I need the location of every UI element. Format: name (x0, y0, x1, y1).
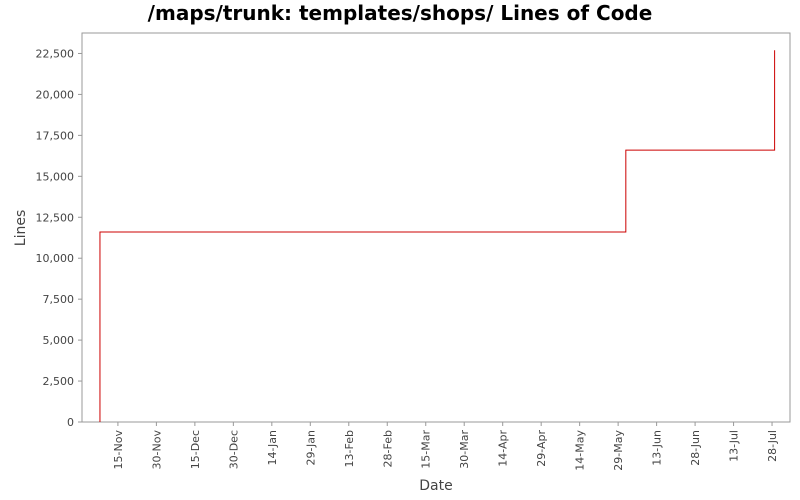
x-tick-label: 30-Nov (150, 430, 163, 470)
y-tick-label: 10,000 (36, 252, 75, 265)
y-tick-label: 20,000 (36, 88, 75, 101)
x-axis-label: Date (419, 478, 452, 494)
y-axis-label: Lines (13, 210, 29, 246)
y-tick-label: 7,500 (43, 293, 75, 306)
x-tick-label: 30-Dec (227, 430, 240, 469)
y-tick-label: 5,000 (43, 334, 75, 347)
chart-title: /maps/trunk: templates/shops/ Lines of C… (148, 1, 653, 25)
x-tick-label: 28-Jul (766, 430, 779, 462)
x-tick-label: 29-Jan (304, 430, 317, 466)
y-tick-label: 2,500 (43, 375, 75, 388)
x-tick-label: 14-May (574, 430, 587, 471)
x-tick-label: 30-Mar (458, 430, 471, 469)
y-tick-label: 12,500 (36, 211, 75, 224)
x-tick-label: 14-Jan (266, 430, 279, 466)
x-tick-label: 14-Apr (497, 430, 510, 467)
y-tick-label: 17,500 (36, 129, 75, 142)
x-tick-label: 13-Jul (728, 430, 741, 462)
x-tick-label: 15-Mar (420, 430, 433, 469)
y-tick-label: 15,000 (36, 170, 75, 183)
data-line (99, 50, 776, 422)
x-tick-label: 29-Apr (535, 430, 548, 467)
x-tick-label: 15-Dec (189, 430, 202, 469)
x-tick-label: 28-Jun (689, 430, 702, 466)
x-tick-label: 13-Jun (651, 430, 664, 466)
x-tick-label: 15-Nov (112, 430, 125, 470)
plot-area (81, 32, 791, 423)
x-tick-label: 13-Feb (343, 430, 356, 467)
x-tick-label: 29-May (612, 430, 625, 471)
y-tick-label: 0 (67, 416, 74, 429)
x-tick-label: 28-Feb (381, 430, 394, 467)
y-tick-label: 22,500 (36, 47, 75, 60)
